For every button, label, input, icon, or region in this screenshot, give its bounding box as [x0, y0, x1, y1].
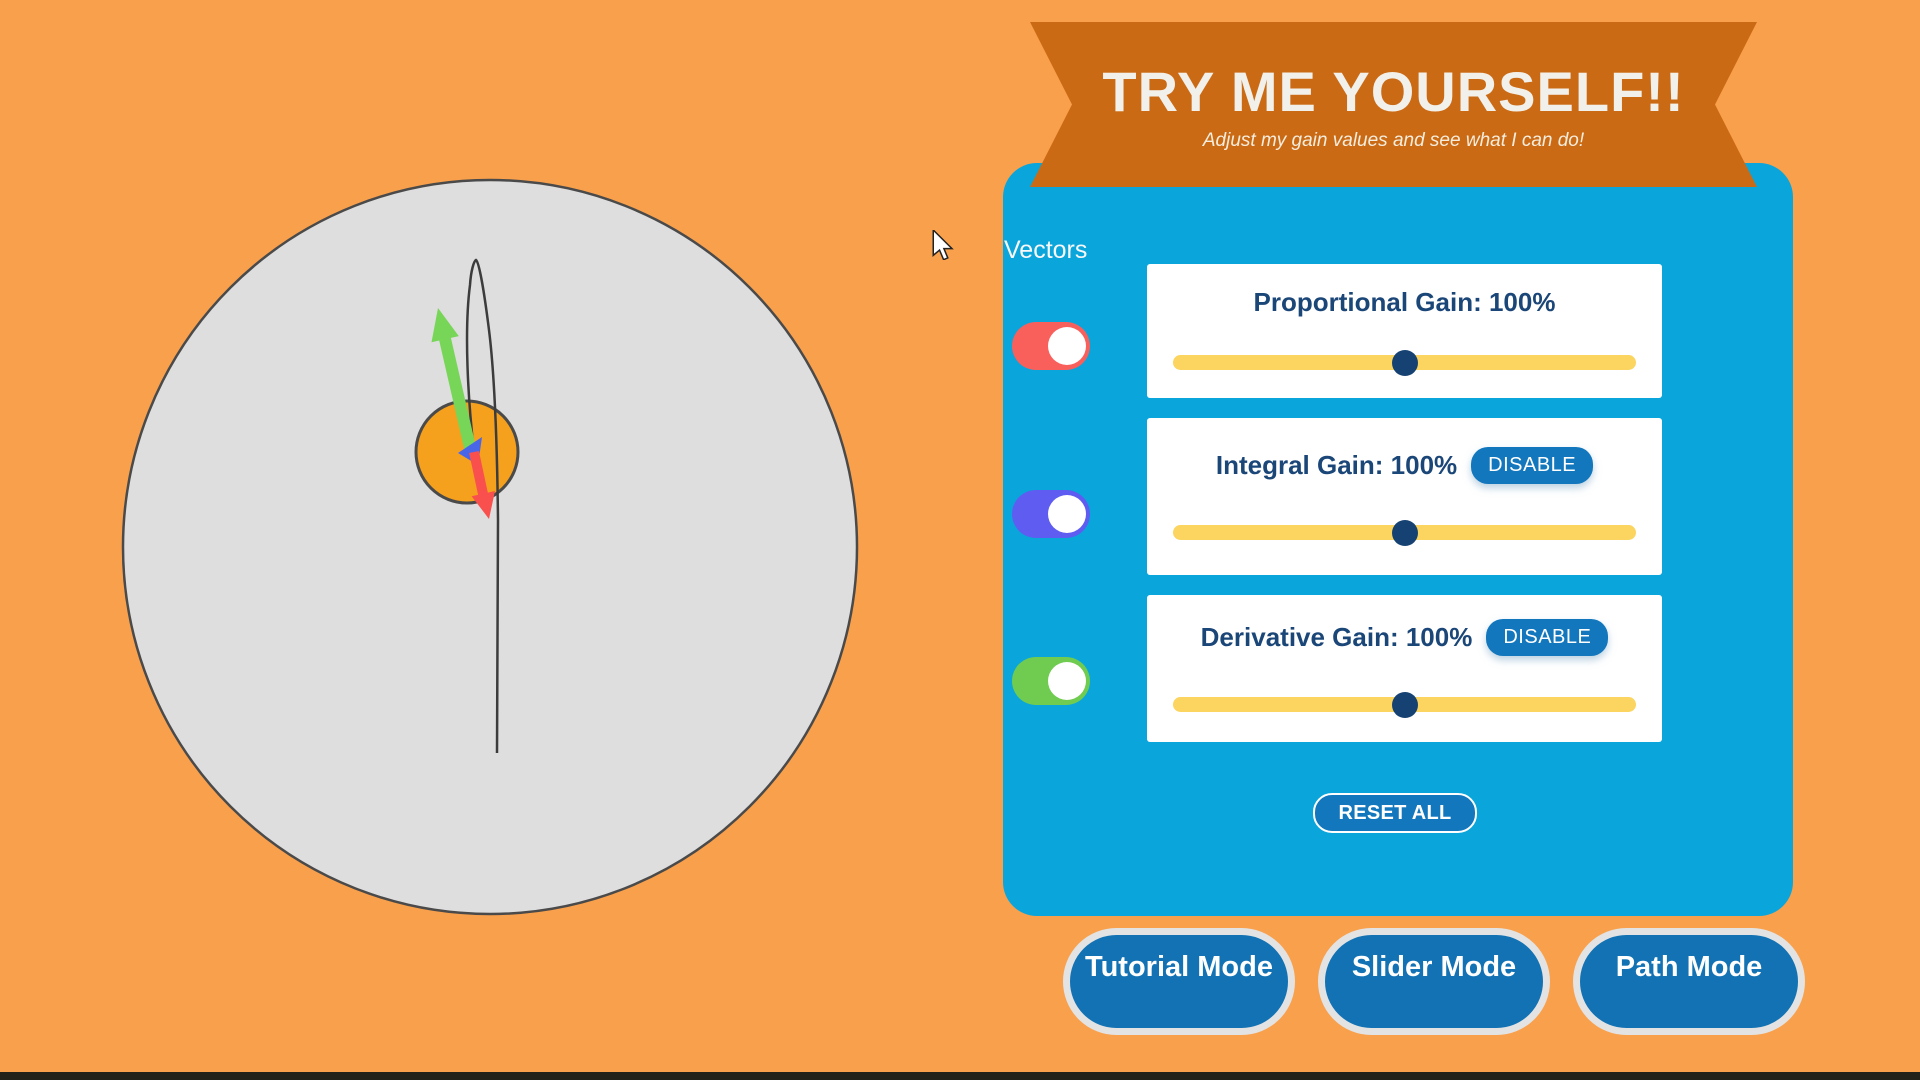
toggle-knob [1048, 495, 1086, 533]
slider-thumb[interactable] [1391, 692, 1418, 718]
banner-subtitle: Adjust my gain values and see what I can… [1202, 129, 1585, 151]
vectors-label: Vectors [1004, 236, 1088, 264]
slider-thumb[interactable] [1391, 349, 1418, 376]
derivative-gain-slider[interactable] [1173, 692, 1636, 718]
banner-title: TRY ME YOURSELF!! [1102, 59, 1685, 123]
path-mode-label: Path Mode [1615, 951, 1763, 983]
tutorial-mode-label: Tutorial Mode [1085, 951, 1273, 983]
slider-thumb[interactable] [1391, 520, 1418, 546]
pendulum-path-trace [465, 258, 500, 754]
toggle-knob [1048, 662, 1086, 700]
red-vector-toggle[interactable] [1012, 322, 1090, 370]
banner-ribbon: TRY ME YOURSELF!! Adjust my gain values … [1030, 22, 1757, 187]
slider-mode-button[interactable]: Slider Mode [1318, 928, 1550, 1035]
mouse-cursor-icon [932, 230, 954, 260]
red-vector-arrow [469, 450, 495, 519]
boundary-circle [121, 178, 859, 916]
path-mode-button[interactable]: Path Mode [1573, 928, 1805, 1035]
bottom-edge-strip [0, 1072, 1920, 1080]
proportional-gain-slider[interactable] [1173, 349, 1636, 376]
proportional-gain-title: Proportional Gain: 100% [1253, 286, 1556, 317]
derivative-disable-button[interactable]: DISABLE [1486, 619, 1609, 656]
blue-vector-toggle[interactable] [1012, 490, 1090, 538]
derivative-gain-card: Derivative Gain: 100% DISABLE [1147, 595, 1662, 742]
slider-mode-label: Slider Mode [1351, 951, 1517, 983]
green-vector-arrow [431, 308, 477, 454]
integral-gain-card: Integral Gain: 100% DISABLE [1147, 418, 1662, 575]
integral-disable-button[interactable]: DISABLE [1471, 447, 1594, 484]
green-vector-toggle[interactable] [1012, 657, 1090, 705]
integral-gain-title: Integral Gain: 100% [1215, 450, 1458, 480]
tutorial-mode-button[interactable]: Tutorial Mode [1063, 928, 1295, 1035]
toggle-knob [1048, 327, 1086, 365]
reset-all-button[interactable]: RESET ALL [1313, 793, 1477, 833]
integral-gain-slider[interactable] [1173, 520, 1636, 546]
derivative-gain-title: Derivative Gain: 100% [1200, 622, 1473, 652]
proportional-gain-card: Proportional Gain: 100% [1147, 264, 1662, 398]
